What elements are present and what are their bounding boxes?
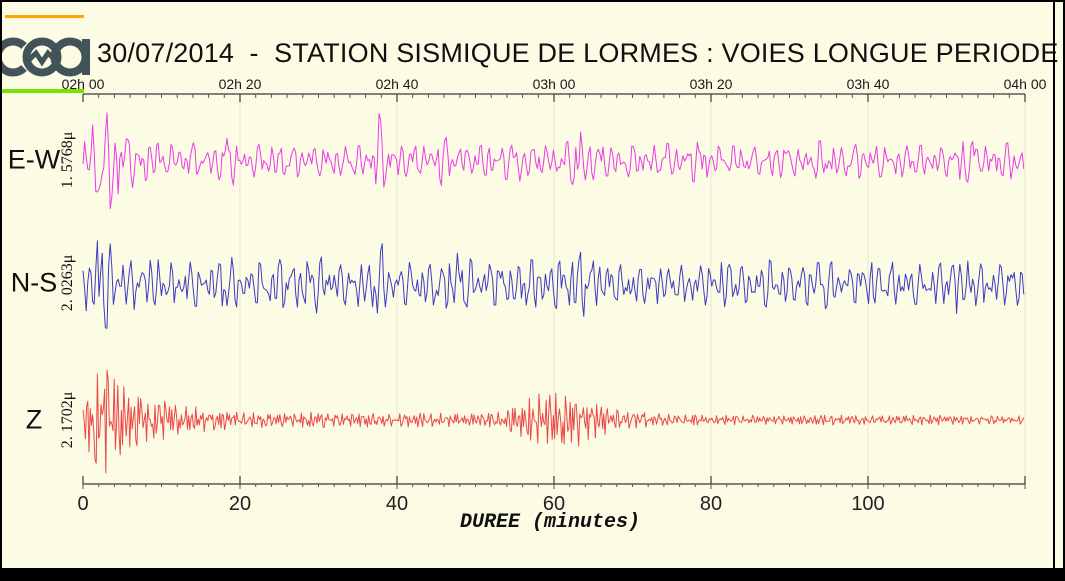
frame-bottom — [0, 568, 1065, 581]
frame-right-inner — [1053, 0, 1055, 570]
page-title: 30/07/2014 - STATION SISMIQUE DE LORMES … — [97, 38, 1059, 68]
trace-e-w — [82, 112, 1025, 210]
bottom-axis-label: 40 — [385, 493, 409, 515]
trace-n-s — [82, 240, 1025, 329]
frame-right-outer — [1063, 0, 1065, 581]
top-axis-label: 02h 00 — [61, 76, 105, 92]
logo-bottom-rule — [0, 89, 84, 93]
top-axis-label: 03h 20 — [689, 76, 733, 92]
channel-scale-ns: 2. 0263μ — [59, 254, 76, 312]
logo-top-rule — [5, 15, 84, 18]
frame-top — [0, 0, 1065, 2]
logo-letter-e-wave — [27, 49, 57, 67]
bottom-axis-label: 80 — [699, 493, 723, 515]
channel-scale-ew: 1. 5768μ — [59, 131, 76, 189]
cea-logo — [0, 37, 90, 77]
top-axis-label: 03h 00 — [532, 76, 576, 92]
top-axis-label: 04h 00 — [1003, 76, 1047, 92]
channel-label-z: Z — [25, 404, 43, 435]
bottom-axis-label: 20 — [228, 493, 252, 515]
logo-letter-c — [0, 37, 27, 77]
bottom-axis-label: 0 — [77, 493, 89, 515]
channel-label-ew: E-W — [7, 144, 61, 175]
top-axis-label: 03h 40 — [846, 76, 890, 92]
bottom-axis-label: 100 — [851, 493, 885, 515]
x-axis-title: DUREE (minutes) — [459, 511, 641, 534]
top-axis-label: 02h 20 — [218, 76, 262, 92]
bottom-axis-label: 60 — [542, 493, 566, 515]
frame-left — [0, 0, 2, 581]
channel-label-ns: N-S — [10, 267, 58, 298]
channel-scale-z: 2. 1702μ — [59, 391, 76, 449]
trace-z — [82, 369, 1025, 474]
top-axis-label: 02h 40 — [375, 76, 419, 92]
